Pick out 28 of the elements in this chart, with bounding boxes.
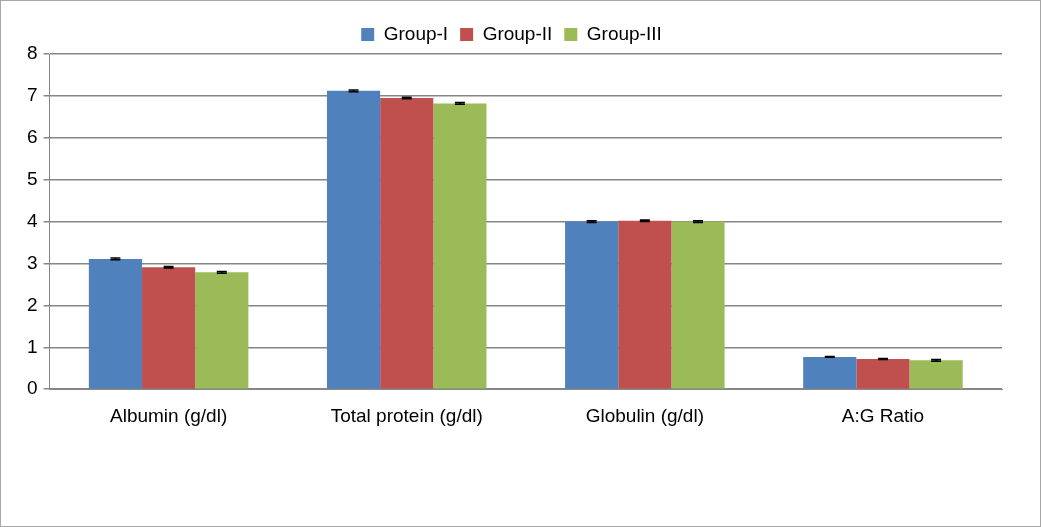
- legend-label: Group-III: [586, 22, 662, 44]
- x-tick-label: Globulin (g/dl): [585, 404, 704, 426]
- y-tick-label: 2: [26, 293, 38, 315]
- x-tick-label: Albumin (g/dl): [110, 404, 228, 426]
- bar: [195, 272, 249, 389]
- y-tick-label: 3: [26, 251, 38, 273]
- y-tick-label: 8: [26, 42, 38, 64]
- y-tick-label: 5: [26, 167, 38, 189]
- y-tick-label: 6: [26, 126, 38, 148]
- bar: [618, 220, 672, 389]
- y-tick-label: 4: [26, 209, 38, 231]
- bar: [856, 359, 910, 389]
- bar: [88, 258, 143, 389]
- bar: [565, 221, 619, 389]
- bar: [326, 90, 381, 389]
- x-tick-label: Total protein (g/dl): [330, 404, 483, 426]
- bar: [909, 360, 963, 389]
- x-tick-label: A:G Ratio: [841, 404, 925, 426]
- y-tick-label: 7: [26, 84, 38, 106]
- legend-label: Group-I: [383, 22, 449, 44]
- y-tick-label: 0: [26, 377, 38, 399]
- bar: [803, 356, 857, 389]
- bar: [433, 103, 487, 389]
- legend-label: Group-II: [482, 22, 553, 44]
- bar: [142, 267, 196, 389]
- bar: [380, 98, 434, 389]
- bar: [671, 221, 725, 389]
- y-tick-label: 1: [26, 335, 38, 357]
